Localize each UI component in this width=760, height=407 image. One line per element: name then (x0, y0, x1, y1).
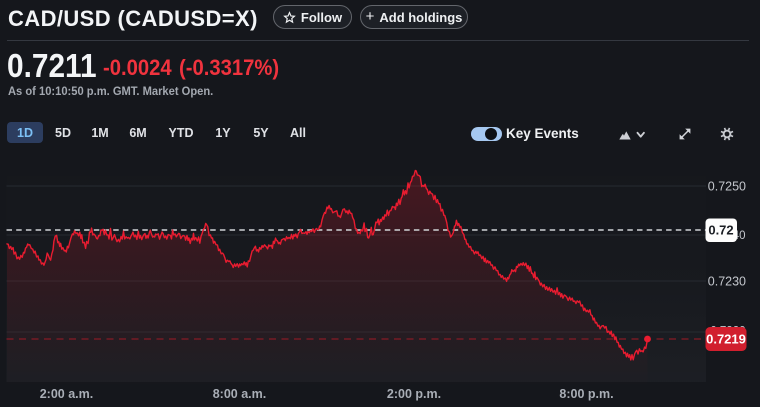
svg-text:8:00 p.m.: 8:00 p.m. (559, 387, 613, 401)
svg-text:2:00 p.m.: 2:00 p.m. (387, 387, 441, 401)
svg-text:2:00 a.m.: 2:00 a.m. (40, 387, 94, 401)
svg-text:8:00 a.m.: 8:00 a.m. (213, 387, 267, 401)
svg-text:0.7230: 0.7230 (708, 275, 746, 289)
svg-text:0.7250: 0.7250 (708, 180, 746, 194)
svg-text:0.7219: 0.7219 (706, 332, 746, 347)
svg-text:0.72: 0.72 (708, 223, 733, 238)
